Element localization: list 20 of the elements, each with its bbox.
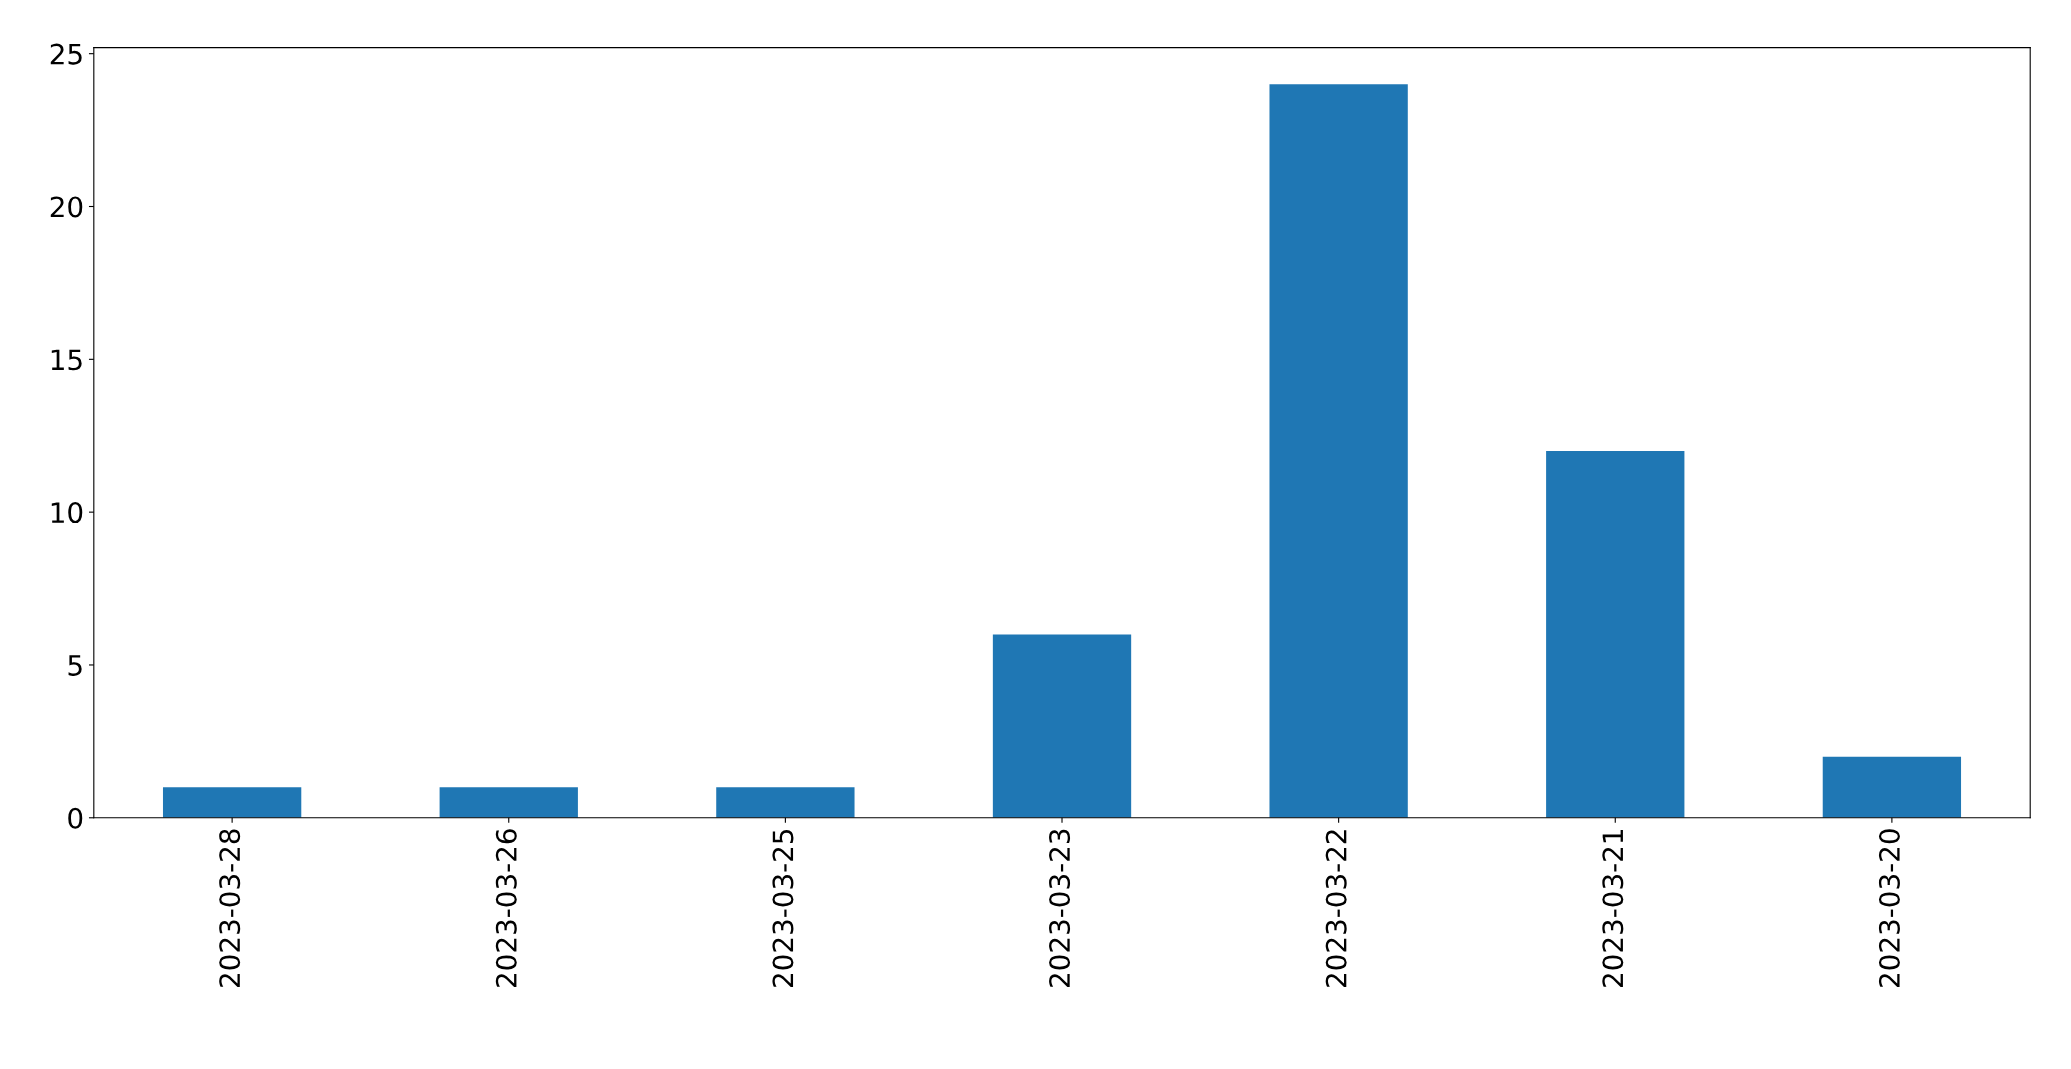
bar (1546, 451, 1685, 818)
y-tick-label: 25 (50, 43, 82, 65)
bar (992, 634, 1132, 818)
bar (1269, 84, 1408, 818)
y-tick-label: 0 (68, 807, 83, 829)
bar (1822, 756, 1962, 818)
x-tick-label: 2023-03-22 (1325, 830, 1347, 987)
bar (439, 787, 578, 818)
x-tick-label: 2023-03-20 (1878, 829, 1900, 987)
bar (716, 787, 855, 818)
y-tick-label: 20 (50, 196, 83, 218)
x-tick-label: 2023-03-25 (772, 829, 794, 987)
y-tick-label: 15 (51, 349, 82, 371)
bar (162, 787, 302, 818)
x-tick-label: 2023-03-28 (219, 829, 241, 987)
y-tick-label: 10 (51, 502, 83, 524)
x-tick-label: 2023-03-23 (1049, 829, 1071, 987)
x-tick-label: 2023-03-21 (1602, 830, 1624, 987)
x-tick-label: 2023-03-26 (495, 829, 517, 987)
y-tick-label: 5 (68, 655, 82, 676)
